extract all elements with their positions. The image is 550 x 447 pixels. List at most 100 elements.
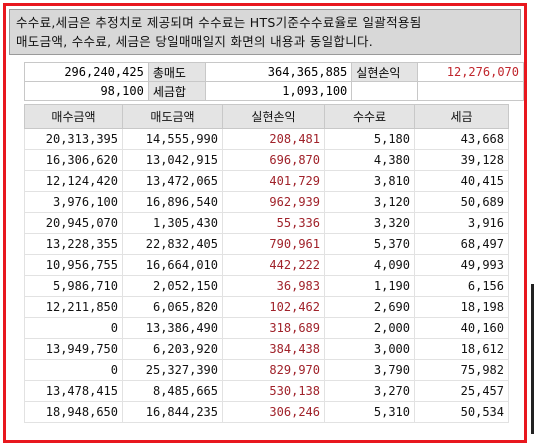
tax-cell: 3,916 bbox=[414, 212, 509, 234]
sell-amount-cell: 16,664,010 bbox=[122, 254, 223, 276]
fee-cell: 3,270 bbox=[324, 380, 415, 402]
total-sell-value: 364,365,885 bbox=[204, 62, 353, 82]
notice-line-2: 매도금액, 수수료, 세금은 당일매매일지 화면의 내용과 동일합니다. bbox=[16, 34, 374, 49]
tax-cell: 40,160 bbox=[414, 317, 509, 339]
summary-row-sell: 296,240,425 총매도 364,365,885 실현손익 12,276,… bbox=[24, 62, 525, 82]
header-realized-pl[interactable]: 실현손익 bbox=[222, 104, 325, 129]
total-tax-label: 세금합 bbox=[147, 81, 206, 101]
table-row[interactable]: 0 25,327,390 829,970 3,790 75,982 bbox=[24, 359, 509, 381]
fee-cell: 5,310 bbox=[324, 401, 415, 423]
sell-amount-cell: 13,042,915 bbox=[122, 149, 223, 171]
table-row[interactable]: 13,478,415 8,485,665 530,138 3,270 25,457 bbox=[24, 380, 509, 402]
table-row[interactable]: 5,986,710 2,052,150 36,983 1,190 6,156 bbox=[24, 275, 509, 297]
buy-amount-cell: 18,948,650 bbox=[24, 401, 123, 423]
tax-cell: 49,993 bbox=[414, 254, 509, 276]
buy-amount-cell: 12,124,420 bbox=[24, 170, 123, 192]
total-tax-value: 1,093,100 bbox=[204, 81, 353, 101]
fee-cell: 3,000 bbox=[324, 338, 415, 360]
fee-tax-notice: 수수료,세금은 추정치로 제공되며 수수료는 HTS기준수수료율로 일괄적용됨 … bbox=[9, 9, 521, 55]
fee-cell: 4,380 bbox=[324, 149, 415, 171]
total-sell-label: 총매도 bbox=[147, 62, 206, 82]
sell-amount-cell: 25,327,390 bbox=[122, 359, 223, 381]
table-header-row: 매수금액 매도금액 실현손익 수수료 세금 bbox=[24, 104, 509, 129]
sell-amount-cell: 6,065,820 bbox=[122, 296, 223, 318]
realized-pl-cell: 829,970 bbox=[222, 359, 325, 381]
table-row[interactable]: 18,948,650 16,844,235 306,246 5,310 50,534 bbox=[24, 401, 509, 423]
table-row[interactable]: 0 13,386,490 318,689 2,000 40,160 bbox=[24, 317, 509, 339]
buy-amount-cell: 0 bbox=[24, 359, 123, 381]
summary-empty-cell bbox=[416, 81, 525, 101]
buy-amount-cell: 13,478,415 bbox=[24, 380, 123, 402]
realized-pl-cell: 208,481 bbox=[222, 128, 325, 150]
table-row[interactable]: 12,124,420 13,472,065 401,729 3,810 40,415 bbox=[24, 170, 509, 192]
realized-pl-cell: 306,246 bbox=[222, 401, 325, 423]
header-tax[interactable]: 세금 bbox=[414, 104, 509, 129]
fee-cell: 2,000 bbox=[324, 317, 415, 339]
notice-line-1: 수수료,세금은 추정치로 제공되며 수수료는 HTS기준수수료율로 일괄적용됨 bbox=[16, 15, 422, 30]
header-fee[interactable]: 수수료 bbox=[324, 104, 415, 129]
total-buy-value: 296,240,425 bbox=[24, 62, 149, 82]
tax-cell: 25,457 bbox=[414, 380, 509, 402]
tax-cell: 50,534 bbox=[414, 401, 509, 423]
fee-cell: 3,810 bbox=[324, 170, 415, 192]
summary-empty-cell bbox=[351, 81, 418, 101]
buy-amount-cell: 0 bbox=[24, 317, 123, 339]
realized-pl-cell: 401,729 bbox=[222, 170, 325, 192]
buy-amount-cell: 20,313,395 bbox=[24, 128, 123, 150]
summary-row-tax: 98,100 세금합 1,093,100 bbox=[24, 81, 525, 101]
table-row[interactable]: 13,949,750 6,203,920 384,438 3,000 18,612 bbox=[24, 338, 509, 360]
header-buy-amount[interactable]: 매수금액 bbox=[24, 104, 123, 129]
tax-cell: 18,198 bbox=[414, 296, 509, 318]
table-row[interactable]: 10,956,755 16,664,010 442,222 4,090 49,993 bbox=[24, 254, 509, 276]
table-row[interactable]: 13,228,355 22,832,405 790,961 5,370 68,497 bbox=[24, 233, 509, 255]
fee-cell: 3,790 bbox=[324, 359, 415, 381]
buy-amount-cell: 13,949,750 bbox=[24, 338, 123, 360]
sell-amount-cell: 14,555,990 bbox=[122, 128, 223, 150]
sell-amount-cell: 16,844,235 bbox=[122, 401, 223, 423]
header-sell-amount[interactable]: 매도금액 bbox=[122, 104, 223, 129]
sell-amount-cell: 8,485,665 bbox=[122, 380, 223, 402]
realized-pl-cell: 790,961 bbox=[222, 233, 325, 255]
screenshot-frame: 수수료,세금은 추정치로 제공되며 수수료는 HTS기준수수료율로 일괄적용됨 … bbox=[3, 3, 527, 443]
table-row[interactable]: 20,945,070 1,305,430 55,336 3,320 3,916 bbox=[24, 212, 509, 234]
realized-pl-cell: 442,222 bbox=[222, 254, 325, 276]
tax-cell: 18,612 bbox=[414, 338, 509, 360]
buy-amount-cell: 10,956,755 bbox=[24, 254, 123, 276]
sell-amount-cell: 6,203,920 bbox=[122, 338, 223, 360]
table-row[interactable]: 12,211,850 6,065,820 102,462 2,690 18,198 bbox=[24, 296, 509, 318]
sell-amount-cell: 2,052,150 bbox=[122, 275, 223, 297]
fee-cell: 3,320 bbox=[324, 212, 415, 234]
tax-cell: 6,156 bbox=[414, 275, 509, 297]
tax-cell: 68,497 bbox=[414, 233, 509, 255]
table-row[interactable]: 20,313,395 14,555,990 208,481 5,180 43,668 bbox=[24, 128, 509, 150]
sell-amount-cell: 16,896,540 bbox=[122, 191, 223, 213]
realized-pl-value: 12,276,070 bbox=[416, 62, 525, 82]
realized-pl-cell: 36,983 bbox=[222, 275, 325, 297]
table-row[interactable]: 3,976,100 16,896,540 962,939 3,120 50,689 bbox=[24, 191, 509, 213]
buy-amount-cell: 3,976,100 bbox=[24, 191, 123, 213]
tax-cell: 40,415 bbox=[414, 170, 509, 192]
table-row[interactable]: 16,306,620 13,042,915 696,870 4,380 39,128 bbox=[24, 149, 509, 171]
fee-cell: 1,190 bbox=[324, 275, 415, 297]
realized-pl-cell: 696,870 bbox=[222, 149, 325, 171]
realized-pl-cell: 530,138 bbox=[222, 380, 325, 402]
sell-amount-cell: 13,386,490 bbox=[122, 317, 223, 339]
fee-cell: 2,690 bbox=[324, 296, 415, 318]
scrollbar-edge[interactable] bbox=[531, 284, 534, 434]
total-fee-value: 98,100 bbox=[24, 81, 149, 101]
realized-pl-cell: 962,939 bbox=[222, 191, 325, 213]
tax-cell: 43,668 bbox=[414, 128, 509, 150]
fee-cell: 3,120 bbox=[324, 191, 415, 213]
buy-amount-cell: 16,306,620 bbox=[24, 149, 123, 171]
tax-cell: 50,689 bbox=[414, 191, 509, 213]
summary-table: 296,240,425 총매도 364,365,885 실현손익 12,276,… bbox=[24, 62, 525, 101]
trade-table: 매수금액 매도금액 실현손익 수수료 세금 20,313,395 14,555,9… bbox=[24, 104, 509, 423]
buy-amount-cell: 5,986,710 bbox=[24, 275, 123, 297]
fee-cell: 5,370 bbox=[324, 233, 415, 255]
tax-cell: 75,982 bbox=[414, 359, 509, 381]
tax-cell: 39,128 bbox=[414, 149, 509, 171]
sell-amount-cell: 13,472,065 bbox=[122, 170, 223, 192]
buy-amount-cell: 12,211,850 bbox=[24, 296, 123, 318]
buy-amount-cell: 13,228,355 bbox=[24, 233, 123, 255]
realized-pl-label: 실현손익 bbox=[351, 62, 418, 82]
